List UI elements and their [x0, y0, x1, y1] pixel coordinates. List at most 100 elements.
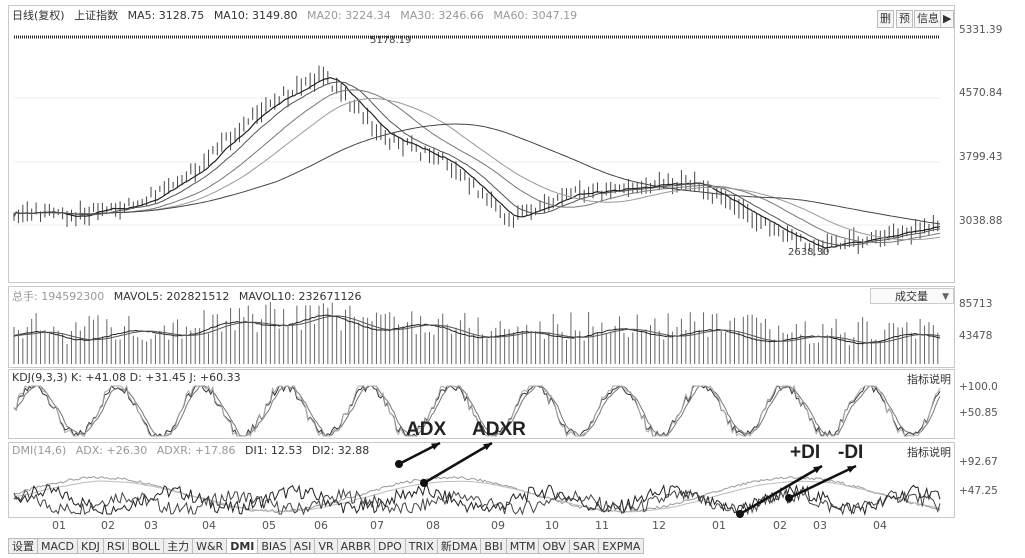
tab-dpo[interactable]: DPO — [374, 538, 406, 554]
kdj-help-link[interactable]: 指标说明 — [907, 373, 951, 386]
ma10-line — [13, 81, 941, 247]
x-axis-tick-label: 03 — [144, 519, 158, 532]
price-axis-label-4: 3038.88 — [959, 215, 1003, 227]
tab-bias[interactable]: BIAS — [258, 538, 291, 554]
tab-expma[interactable]: EXPMA — [599, 538, 645, 554]
mdi-arrow-dot — [785, 494, 793, 502]
adxr-arrow-dot — [420, 479, 428, 487]
tab-dma[interactable]: 新DMA — [437, 538, 482, 554]
tab-kdj[interactable]: KDJ — [77, 538, 104, 554]
tab-boll[interactable]: BOLL — [128, 538, 165, 554]
tab-sar[interactable]: SAR — [569, 538, 600, 554]
exit-arrow-icon[interactable]: ▶ — [940, 10, 955, 28]
low-price-label: 2638.30 — [788, 247, 830, 258]
x-axis-tick-label: 06 — [314, 519, 328, 532]
x-axis-tick-label: 11 — [595, 519, 609, 532]
dmi-header: DMI(14,6) ADX: +26.30 ADXR: +17.86 DI1: … — [12, 444, 375, 457]
x-axis-tick-label: 10 — [545, 519, 559, 532]
adx-arrow-head — [431, 443, 440, 450]
index-name: 上证指数 — [74, 9, 119, 22]
adx-value: ADX: +26.30 — [75, 444, 148, 457]
x-axis-tick-label: 05 — [262, 519, 276, 532]
ma60-label: MA60: 3047.19 — [493, 9, 578, 22]
price-axis-label-3: 3799.43 — [959, 151, 1003, 163]
adx-line — [13, 475, 941, 514]
ma30-label: MA30: 3246.66 — [400, 9, 484, 22]
volume-header: 总手: 194592300 MAVOL5: 202821512 MAVOL10:… — [12, 288, 367, 304]
tab-vr[interactable]: VR — [315, 538, 338, 554]
adxr-arrow — [423, 441, 493, 485]
tab-settings[interactable]: 设置 — [8, 538, 38, 554]
tab-mtm[interactable]: MTM — [506, 538, 540, 554]
mdi-arrow-head — [847, 466, 856, 473]
ma5-line — [13, 76, 941, 249]
kdj-axis-label-1: +100.0 — [959, 381, 998, 393]
dmi-label: DMI(14,6) — [12, 444, 67, 457]
x-axis-tick-label: 04 — [873, 519, 887, 532]
adxr-annotation: ADXR — [472, 419, 526, 440]
total-volume: 总手: 194592300 — [12, 290, 105, 303]
adx-annotation: ADX — [406, 419, 447, 440]
x-axis-tick-label: 08 — [426, 519, 440, 532]
mdi-line — [13, 487, 941, 516]
tab-dmi[interactable]: DMI — [227, 538, 259, 554]
x-axis-tick-label: 09 — [491, 519, 505, 532]
volume-axis-label-2: 43478 — [959, 330, 993, 342]
mavol10-line — [13, 315, 941, 344]
period-label[interactable]: 日线(复权) — [12, 9, 65, 22]
ma60-line — [13, 123, 941, 225]
pdi-arrow — [739, 464, 823, 516]
kdj-j-line — [13, 384, 941, 438]
x-axis-tick-label: 01 — [52, 519, 66, 532]
volume-panel: 总手: 194592300 MAVOL5: 202821512 MAVOL10:… — [8, 286, 955, 368]
mdi-arrow — [788, 464, 857, 500]
tab-macd[interactable]: MACD — [38, 538, 78, 554]
volume-select-label: 成交量 — [895, 290, 928, 303]
tab-trix[interactable]: TRIX — [405, 538, 438, 554]
mavol10-label: MAVOL10: 232671126 — [238, 290, 362, 303]
predict-button[interactable]: 预 — [896, 10, 913, 28]
di2-value: DI2: 32.88 — [311, 444, 370, 457]
x-axis-tick-label: 12 — [652, 519, 666, 532]
adxr-line — [13, 480, 941, 513]
price-axis-label-1: 5331.39 — [959, 24, 1003, 36]
kdj-header: KDJ(9,3,3) K: +41.08 D: +31.45 J: +60.33 — [12, 371, 241, 384]
info-button[interactable]: 信息 — [914, 10, 942, 28]
dmi-axis-label-2: +47.25 — [959, 485, 998, 497]
delete-button[interactable]: 删 — [877, 10, 894, 28]
kdj-d-line — [13, 385, 941, 437]
mavol5-line — [13, 314, 941, 345]
tab-asi[interactable]: ASI — [290, 538, 316, 554]
x-axis-tick-label: 03 — [813, 519, 827, 532]
tab-rsi[interactable]: RSI — [103, 538, 129, 554]
pdi-arrow-head — [813, 466, 822, 474]
dmi-axis-label-1: +92.67 — [959, 456, 998, 468]
chevron-down-icon: ▼ — [942, 292, 949, 302]
kdj-panel: KDJ(9,3,3) K: +41.08 D: +31.45 J: +60.33… — [8, 369, 955, 439]
price-panel: 日线(复权) 上证指数 MA5: 3128.75 MA10: 3149.80 M… — [8, 5, 955, 283]
dmi-help-link[interactable]: 指标说明 — [907, 446, 951, 459]
tab-item-5[interactable]: 主力 — [164, 538, 194, 554]
volume-axis-label-1: 85713 — [959, 298, 993, 310]
ma30-line — [13, 97, 941, 241]
mdi-annotation: -DI — [838, 442, 864, 463]
volume-type-select[interactable]: 成交量 ▼ — [870, 288, 954, 304]
x-axis-tick-label: 07 — [370, 519, 384, 532]
ma20-label: MA20: 3224.34 — [307, 9, 391, 22]
high-price-label: 5178.19 — [370, 35, 412, 46]
ma5-label: MA5: 3128.75 — [127, 9, 205, 22]
tab-obv[interactable]: OBV — [539, 538, 570, 554]
tab-bbi[interactable]: BBI — [481, 538, 507, 554]
price-axis-label-2: 4570.84 — [959, 87, 1003, 99]
price-header: 日线(复权) 上证指数 MA5: 3128.75 MA10: 3149.80 M… — [12, 7, 583, 23]
adxr-value: ADXR: +17.86 — [156, 444, 236, 457]
adxr-arrow-head — [483, 443, 492, 451]
tab-wr[interactable]: W&R — [193, 538, 228, 554]
pdi-arrow-dot — [736, 510, 744, 518]
pdi-annotation: +DI — [790, 442, 821, 463]
tab-arbr[interactable]: ARBR — [337, 538, 375, 554]
ma10-label: MA10: 3149.80 — [213, 9, 298, 22]
x-axis-tick-label: 02 — [101, 519, 115, 532]
x-axis-tick-label: 04 — [202, 519, 216, 532]
